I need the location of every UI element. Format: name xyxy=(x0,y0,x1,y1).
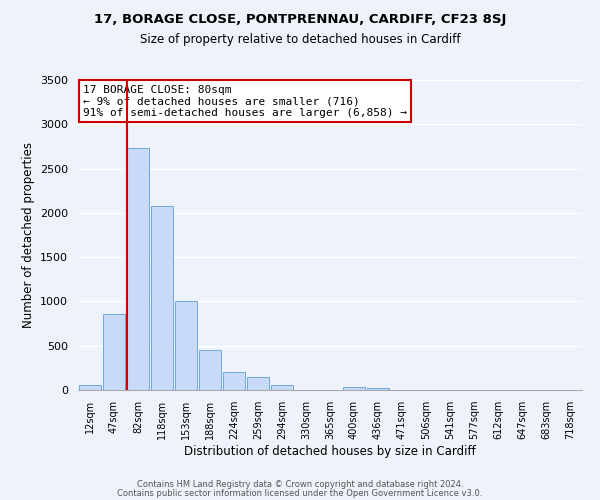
Text: Contains HM Land Registry data © Crown copyright and database right 2024.: Contains HM Land Registry data © Crown c… xyxy=(137,480,463,489)
Bar xyxy=(367,388,389,390)
Bar xyxy=(79,385,101,390)
Bar xyxy=(127,148,149,390)
Text: Size of property relative to detached houses in Cardiff: Size of property relative to detached ho… xyxy=(140,32,460,46)
Bar xyxy=(271,384,293,390)
Bar xyxy=(247,377,269,390)
Bar xyxy=(199,350,221,390)
Bar xyxy=(151,206,173,390)
Bar xyxy=(103,314,125,390)
Text: 17, BORAGE CLOSE, PONTPRENNAU, CARDIFF, CF23 8SJ: 17, BORAGE CLOSE, PONTPRENNAU, CARDIFF, … xyxy=(94,12,506,26)
X-axis label: Distribution of detached houses by size in Cardiff: Distribution of detached houses by size … xyxy=(184,445,476,458)
Bar xyxy=(223,372,245,390)
Bar xyxy=(343,388,365,390)
Bar xyxy=(175,300,197,390)
Text: 17 BORAGE CLOSE: 80sqm
← 9% of detached houses are smaller (716)
91% of semi-det: 17 BORAGE CLOSE: 80sqm ← 9% of detached … xyxy=(83,84,407,118)
Text: Contains public sector information licensed under the Open Government Licence v3: Contains public sector information licen… xyxy=(118,488,482,498)
Y-axis label: Number of detached properties: Number of detached properties xyxy=(22,142,35,328)
